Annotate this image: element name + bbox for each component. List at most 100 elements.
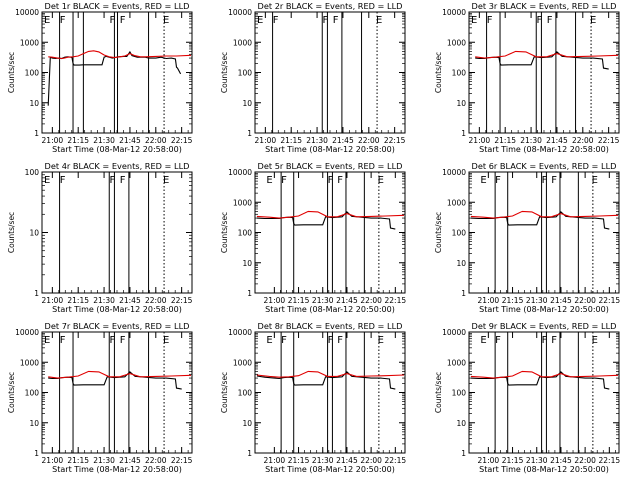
y-tick-label: 1 — [34, 129, 39, 138]
x-tick-label: 21:30 — [520, 136, 542, 145]
series-events — [470, 371, 610, 390]
x-tick-label: 21:00 — [42, 456, 64, 465]
y-tick-label: 1000 — [20, 358, 39, 367]
event-marker-f: F — [551, 335, 557, 346]
x-tick-label: 21:45 — [546, 136, 568, 145]
event-marker-e: E — [590, 15, 596, 26]
event-marker-e: E — [266, 175, 272, 186]
event-marker-e: E — [163, 175, 169, 186]
y-axis-label: Counts/sec — [220, 52, 229, 93]
y-axis-label: Counts/sec — [7, 372, 16, 413]
x-tick-label: 22:00 — [360, 456, 382, 465]
event-marker-f: F — [109, 15, 115, 26]
series-events — [256, 371, 396, 390]
x-tick-label: 21:15 — [288, 456, 310, 465]
x-tick-label: 22:15 — [171, 136, 193, 145]
plot-frame — [468, 11, 620, 134]
x-tick-label: 21:30 — [526, 456, 548, 465]
x-tick-label: 22:15 — [171, 456, 193, 465]
y-tick-label: 10 — [29, 99, 39, 108]
detector-chart-2: Det 2r BLACK = Events, RED = LLD 1 10 100 10… — [220, 1, 406, 154]
x-tick-label: 21:45 — [119, 136, 141, 145]
detector-chart-8: Det 8r BLACK = Events, RED = LLD 1 10 100 10… — [220, 321, 406, 474]
y-tick-label: 10 — [29, 419, 39, 428]
x-tick-label: 22:00 — [572, 136, 594, 145]
y-tick-label: 1 — [247, 129, 252, 138]
event-marker-f: F — [273, 15, 279, 26]
series-lld — [256, 210, 405, 219]
event-marker-e: E — [163, 335, 169, 346]
y-tick-label: 100 — [25, 389, 40, 398]
y-tick-label: 1 — [461, 449, 466, 458]
y-tick-label: 1 — [34, 289, 39, 298]
plot-frame — [468, 331, 620, 454]
event-marker-f: F — [542, 175, 548, 186]
chart-title: Det 4r BLACK = Events, RED = LLD — [45, 161, 190, 171]
x-tick-label: 21:15 — [494, 136, 516, 145]
event-marker-f: F — [547, 15, 553, 26]
series-lld — [48, 370, 192, 379]
series-lld — [470, 370, 619, 379]
x-tick-label: 21:15 — [67, 456, 89, 465]
y-tick-label: 100 — [25, 168, 40, 177]
series-lld — [48, 50, 192, 60]
y-tick-label: 1000 — [233, 38, 252, 47]
x-axis-label: Start Time (08-Mar-12 20:50:00) — [265, 305, 395, 314]
y-tick-label: 1 — [461, 289, 466, 298]
x-tick-label: 21:15 — [280, 136, 302, 145]
y-axis-label: Counts/sec — [220, 372, 229, 413]
x-tick-label: 22:15 — [599, 456, 621, 465]
x-tick-label: 21:30 — [312, 296, 334, 305]
chart-title: Det 8r BLACK = Events, RED = LLD — [258, 321, 403, 331]
plot-frame — [41, 11, 193, 134]
series-lld — [470, 210, 619, 219]
event-marker-e: E — [163, 15, 169, 26]
x-tick-label: 21:00 — [42, 296, 64, 305]
event-marker-f: F — [337, 175, 343, 186]
series-lld — [475, 50, 619, 59]
x-tick-label: 21:15 — [67, 136, 89, 145]
event-marker-f: F — [328, 175, 334, 186]
x-tick-label: 22:00 — [360, 296, 382, 305]
x-tick-label: 21:45 — [550, 456, 572, 465]
y-tick-label: 100 — [238, 69, 253, 78]
x-tick-label: 22:00 — [145, 296, 167, 305]
event-marker-f: F — [120, 175, 126, 186]
y-axis-label: Counts/sec — [7, 212, 16, 253]
x-tick-label: 21:30 — [526, 296, 548, 305]
event-marker-e: E — [257, 15, 263, 26]
x-tick-label: 21:15 — [288, 296, 310, 305]
x-axis-label: Start Time (08-Mar-12 20:50:00) — [265, 465, 395, 474]
y-tick-label: 10000 — [15, 328, 39, 337]
event-marker-f: F — [120, 335, 126, 346]
detector-chart-5: Det 5r BLACK = Events, RED = LLD 1 10 100 10… — [220, 161, 406, 314]
x-axis-label: Start Time (08-Mar-12 20:58:00) — [52, 305, 182, 314]
y-tick-label: 10000 — [228, 328, 252, 337]
x-tick-label: 21:30 — [312, 456, 334, 465]
y-tick-label: 10 — [456, 259, 466, 268]
plot-frame — [41, 331, 193, 454]
event-marker-f: F — [495, 335, 501, 346]
event-marker-f: F — [536, 15, 542, 26]
event-marker-e: E — [480, 335, 486, 346]
x-axis-label: Start Time (08-Mar-12 20:50:00) — [479, 465, 609, 474]
event-marker-e: E — [44, 15, 50, 26]
y-tick-label: 10000 — [442, 328, 466, 337]
y-tick-label: 1 — [461, 129, 466, 138]
x-tick-label: 21:00 — [42, 136, 64, 145]
x-tick-label: 22:15 — [385, 296, 407, 305]
x-tick-label: 21:00 — [264, 456, 286, 465]
y-tick-label: 1000 — [447, 198, 466, 207]
event-marker-f: F — [120, 15, 126, 26]
event-marker-e: E — [378, 335, 384, 346]
detector-chart-1: Det 1r BLACK = Events, RED = LLD 1 10 100 10… — [7, 1, 193, 154]
x-axis-label: Start Time (08-Mar-12 20:58:00) — [52, 145, 182, 154]
event-marker-e: E — [592, 335, 598, 346]
event-marker-f: F — [487, 15, 493, 26]
y-tick-label: 10 — [456, 419, 466, 428]
event-marker-e: E — [44, 335, 50, 346]
y-tick-label: 100 — [238, 229, 253, 238]
detector-chart-4: Det 4r BLACK = Events, RED = LLD 1 10 100 21… — [7, 161, 193, 314]
series-events — [47, 50, 182, 106]
